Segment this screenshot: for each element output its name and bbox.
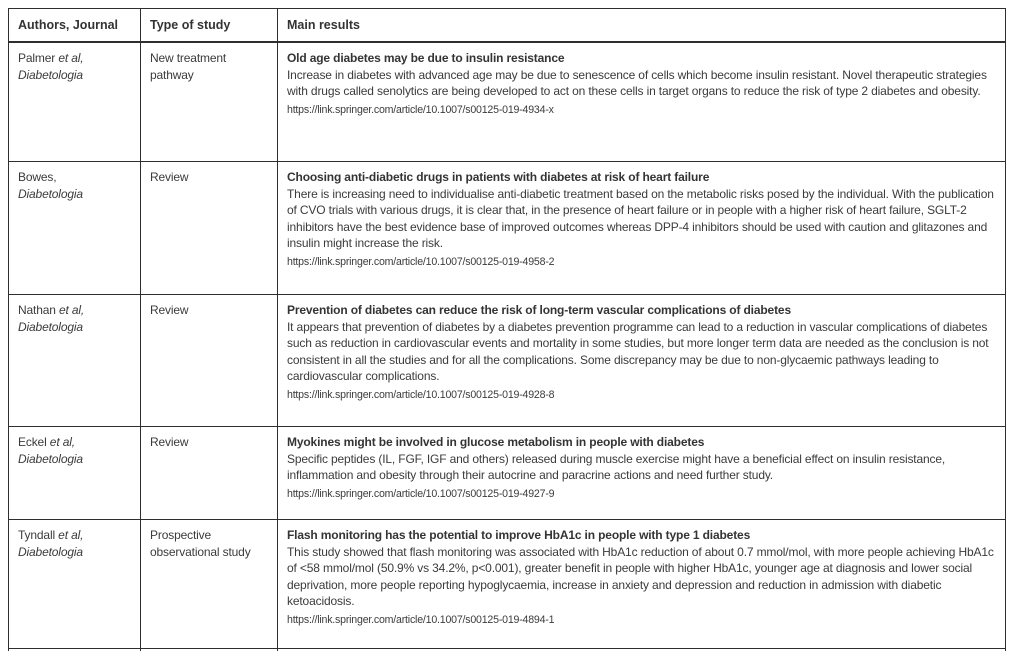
journal-name: Diabetologia	[18, 544, 83, 559]
authors-cell: Nathan et al, Diabetologia	[8, 294, 141, 427]
journal-name: Diabetologia	[18, 186, 83, 201]
author-etal: et al,	[58, 51, 84, 65]
author-etal: et al,	[58, 303, 85, 317]
authors-cell: Tyndall et al, Diabetologia	[8, 519, 141, 649]
result-summary: Specific peptides (IL, FGF, IGF and othe…	[287, 451, 946, 483]
result-summary: There is increasing need to individualis…	[287, 186, 994, 251]
journal-name: Diabetologia	[18, 67, 83, 82]
study-type-cell: Prospective observational study	[140, 519, 278, 649]
header-authors-journal: Authors, Journal	[8, 8, 141, 43]
main-results-cell: Myokines might be involved in glucose me…	[277, 426, 1006, 520]
journal-name: Diabetologia	[18, 451, 83, 466]
header-row: Authors, Journal Type of study Main resu…	[8, 8, 1006, 43]
study-type-cell: New treatment pathway	[140, 41, 278, 162]
author-name: Bowes,	[18, 170, 57, 184]
main-results-cell: Flash monitoring has the potential to im…	[277, 519, 1006, 649]
result-summary: It appears that prevention of diabetes b…	[287, 319, 989, 384]
result-title: Old age diabetes may be due to insulin r…	[287, 51, 565, 65]
authors-cell: Palmer et al, Diabetologia	[8, 41, 141, 162]
main-results-cell: Choosing anti-diabetic drugs in patients…	[277, 161, 1006, 295]
article-link[interactable]: https://link.springer.com/article/10.100…	[287, 487, 555, 500]
result-title: Myokines might be involved in glucose me…	[287, 435, 705, 449]
author-etal: et al,	[58, 528, 84, 542]
main-results-cell: Old age diabetes may be due to insulin r…	[277, 41, 1006, 162]
header-type-of-study: Type of study	[140, 8, 278, 43]
author-name: Nathan	[18, 303, 56, 317]
journal-name: Diabetologia	[18, 319, 83, 334]
table-row-clipped	[8, 648, 1006, 651]
study-type-cell: Review	[140, 161, 278, 295]
results-table: Authors, Journal Type of study Main resu…	[8, 8, 1006, 651]
table-row: Bowes, Diabetologia Review Choosing anti…	[8, 161, 1006, 295]
article-link[interactable]: https://link.springer.com/article/10.100…	[287, 613, 555, 626]
table-row: Tyndall et al, Diabetologia Prospective …	[8, 519, 1006, 649]
table-row: Nathan et al, Diabetologia Review Preven…	[8, 294, 1006, 427]
main-results-cell: Prevention of diabetes can reduce the ri…	[277, 294, 1006, 427]
article-link[interactable]: https://link.springer.com/article/10.100…	[287, 388, 555, 401]
table-row: Eckel et al, Diabetologia Review Myokine…	[8, 426, 1006, 520]
author-name: Tyndall	[18, 528, 55, 542]
author-etal: et al,	[49, 435, 75, 449]
authors-cell: Bowes, Diabetologia	[8, 161, 141, 295]
header-main-results: Main results	[277, 8, 1006, 43]
study-type-cell: Review	[140, 294, 278, 427]
author-name: Eckel	[18, 435, 47, 449]
result-title: Choosing anti-diabetic drugs in patients…	[287, 170, 710, 184]
result-title: Prevention of diabetes can reduce the ri…	[287, 303, 791, 317]
main-results-cell	[277, 648, 1006, 651]
article-link[interactable]: https://link.springer.com/article/10.100…	[287, 103, 554, 116]
result-summary: This study showed that flash monitoring …	[287, 544, 994, 609]
study-type-cell: Review	[140, 426, 278, 520]
article-link[interactable]: https://link.springer.com/article/10.100…	[287, 255, 555, 268]
result-summary: Increase in diabetes with advanced age m…	[287, 67, 987, 99]
authors-cell: Eckel et al, Diabetologia	[8, 426, 141, 520]
table-row: Palmer et al, Diabetologia New treatment…	[8, 41, 1006, 162]
author-name: Palmer	[18, 51, 56, 65]
result-title: Flash monitoring has the potential to im…	[287, 528, 751, 542]
